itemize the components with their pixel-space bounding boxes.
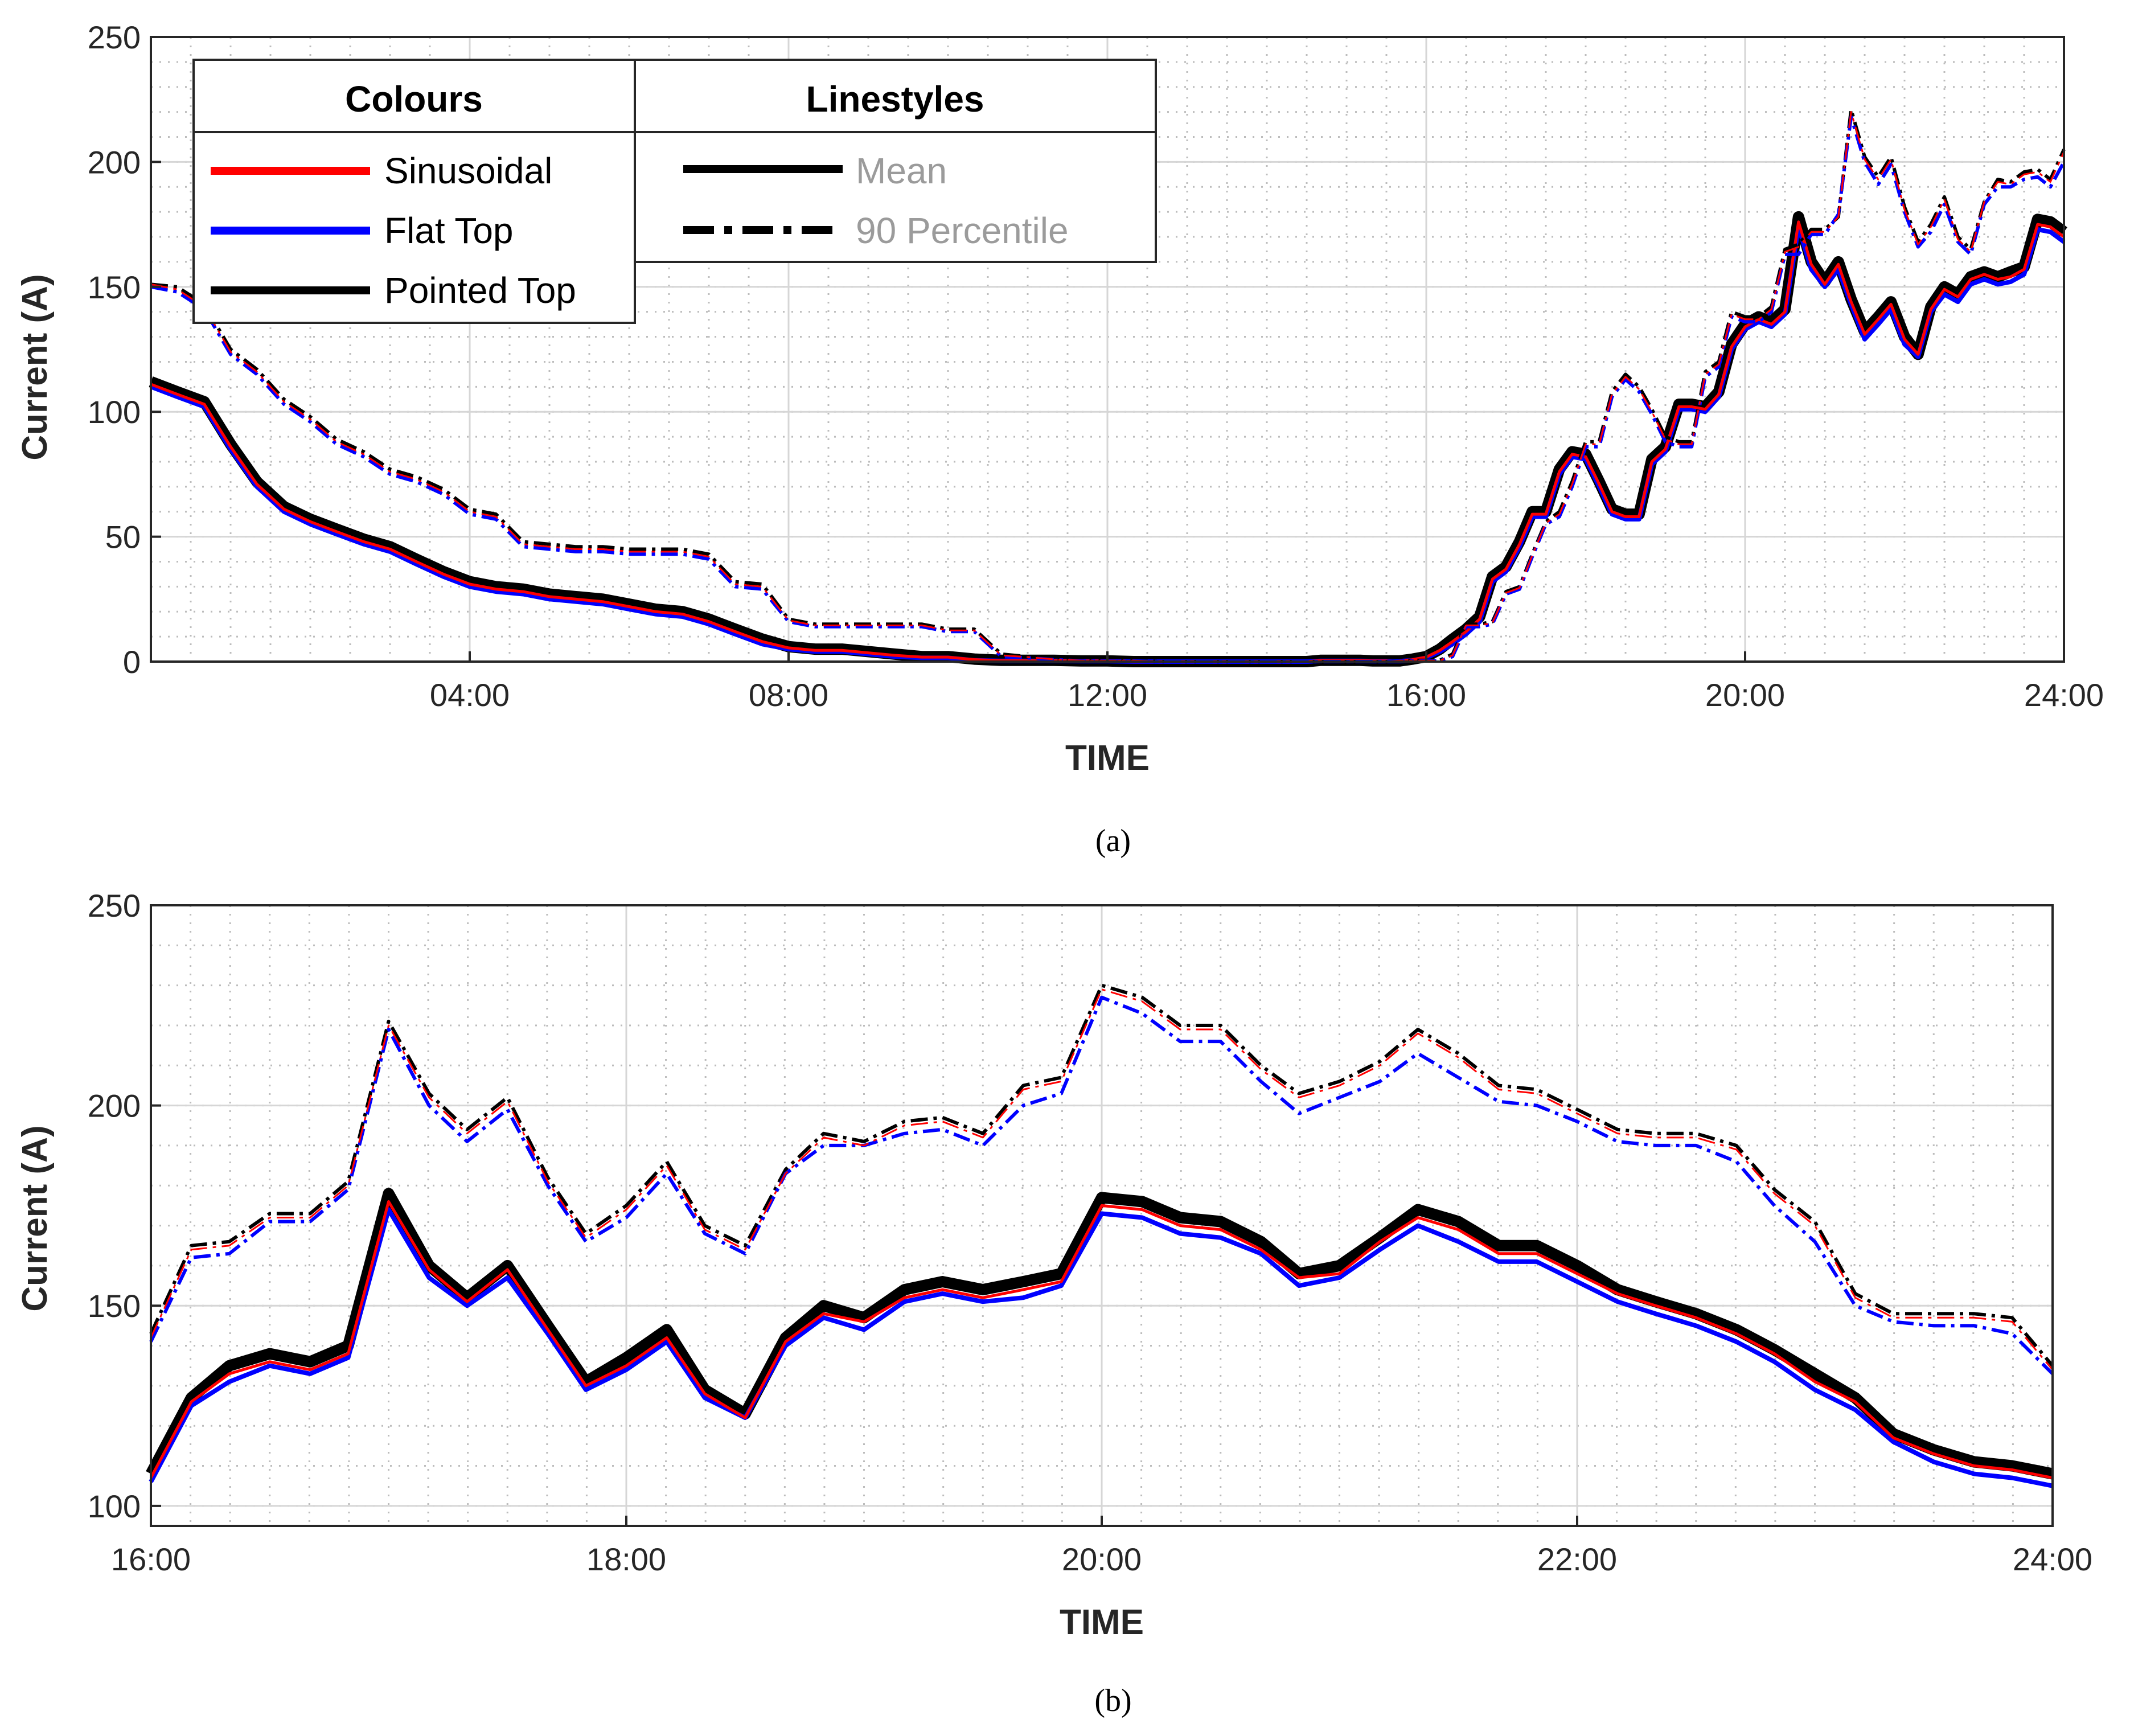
x-tick-label: 22:00 [1537,1541,1617,1577]
series-line-pointed-top-mean [146,1188,2054,1480]
chart-panel-b: 100 150 200 250 16:00 18:00 20:00 22:00 24:00 T… [15,888,2092,1718]
y-tick-label: 150 [88,269,141,305]
y-tick-label: 0 [123,644,141,680]
legend-linestyles-title: Linestyles [806,79,984,120]
y-tick-labels-b: 100 150 200 250 [88,888,161,1524]
caption-a: (a) [1095,823,1131,859]
y-axis-title-b: Current (A) [15,1125,55,1311]
x-tick-labels-b: 16:00 18:00 20:00 22:00 24:00 [111,1516,2092,1577]
y-axis-title-a: Current (A) [15,274,55,460]
legend-label-mean: Mean [856,150,947,191]
x-tick-label: 16:00 [111,1541,191,1577]
y-tick-labels-a: 0 50 100 150 200 250 [88,19,161,680]
y-tick-label: 250 [88,19,141,55]
series-line-sinusoidal-90-percentile [150,988,2054,1370]
legend-label-pointed-top: Pointed Top [384,270,576,311]
legend-linestyles-box [634,59,1157,263]
y-tick-label: 50 [105,519,141,555]
x-tick-label: 18:00 [586,1541,666,1577]
x-tick-labels-a: 04:00 08:00 12:00 16:00 20:00 24:00 [430,651,2104,713]
legend-label-90-percentile: 90 Percentile [856,210,1069,251]
x-tick-label: 20:00 [1062,1541,1142,1577]
x-tick-label: 24:00 [2013,1541,2092,1577]
x-tick-label: 12:00 [1068,677,1147,713]
series-line-flat-top-90-percentile [149,995,2054,1375]
legend-label-sinusoidal: Sinusoidal [384,150,552,191]
series-line-pointed-top-90-percentile [149,983,2054,1367]
x-axis-title-b: TIME [1060,1603,1144,1642]
series-group-b [146,983,2054,1488]
x-tick-label: 24:00 [2024,677,2104,713]
series-line-sinusoidal-mean [149,1200,2053,1480]
x-tick-label: 04:00 [430,677,510,713]
x-tick-label: 08:00 [749,677,828,713]
grid-b [150,904,2054,1526]
legend-colours-title: Colours [345,79,483,120]
y-tick-label: 200 [88,144,141,180]
y-tick-label: 200 [88,1088,141,1124]
x-axis-title-a: TIME [1065,738,1150,778]
x-tick-label: 16:00 [1386,677,1466,713]
legend: Colours Sinusoidal Flat Top Pointed Top … [192,59,1157,324]
y-tick-label: 100 [88,394,141,430]
legend-label-flat-top: Flat Top [384,210,514,251]
caption-b: (b) [1094,1683,1131,1718]
x-tick-label: 20:00 [1705,677,1785,713]
y-tick-label: 100 [88,1488,141,1524]
legend-colours-box [192,59,636,324]
series-line-flat-top-mean [149,1207,2053,1488]
y-tick-label: 150 [88,1288,141,1324]
y-tick-label: 250 [88,888,141,924]
